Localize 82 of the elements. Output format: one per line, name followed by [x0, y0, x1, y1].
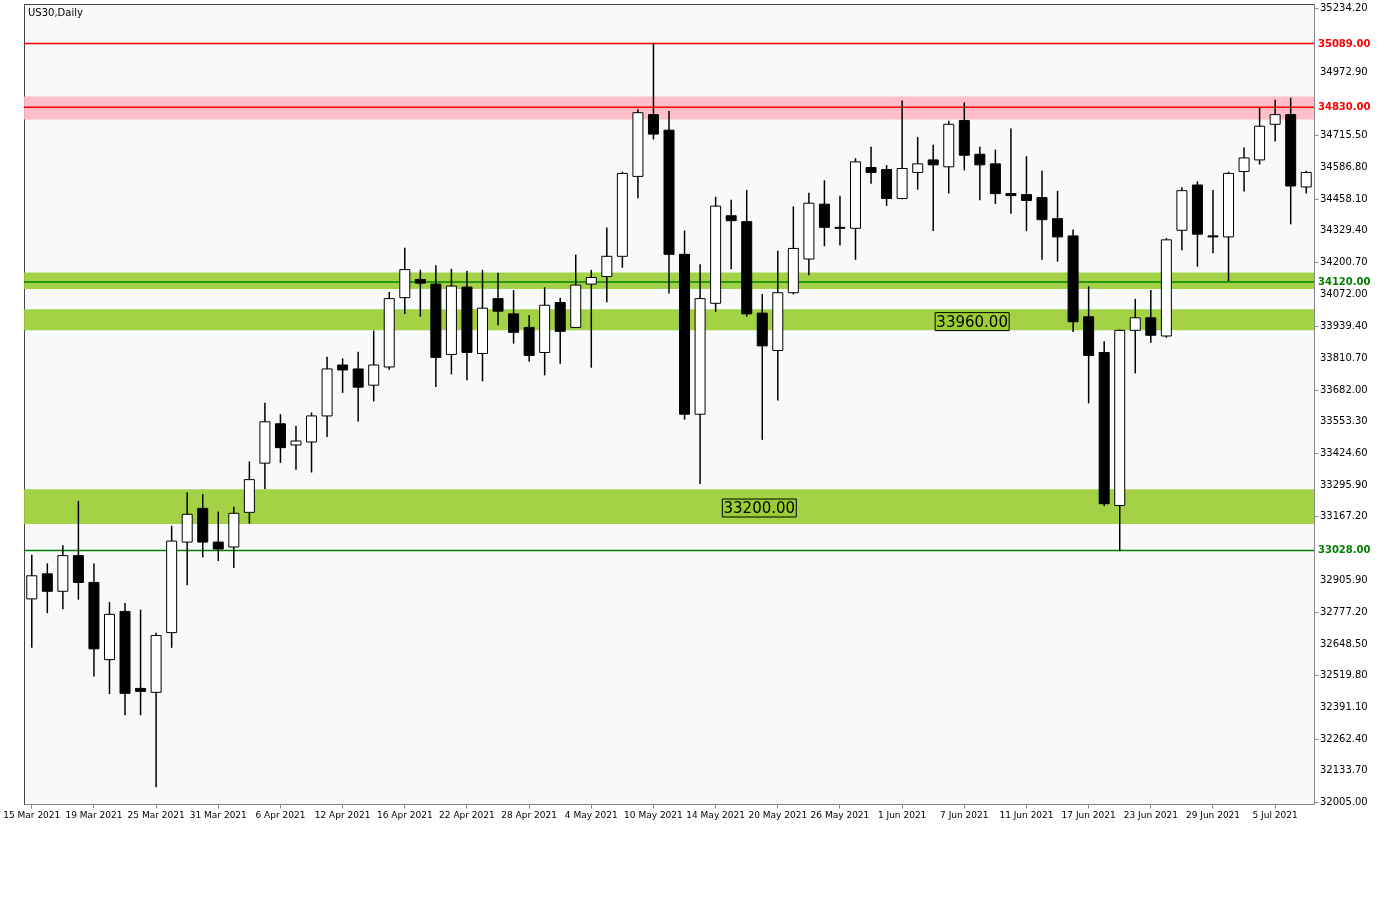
ref-line-label: 34120.00: [1318, 275, 1371, 287]
y-tick-label: 33167.20: [1320, 510, 1368, 522]
candlestick: [368, 330, 380, 402]
x-tick-label: 1 Jun 2021: [877, 809, 927, 820]
candlestick: [725, 199, 737, 270]
chart-title: US30,Daily: [28, 7, 83, 18]
candlestick: [1052, 190, 1064, 262]
ref-line-label: 34830.00: [1318, 101, 1371, 113]
candlestick: [1145, 290, 1157, 343]
candlestick: [1129, 298, 1141, 374]
y-tick-label: 35234.20: [1320, 1, 1368, 13]
x-tick-label: 22 Apr 2021: [439, 809, 495, 820]
ref-line-label: 35089.00: [1318, 37, 1371, 49]
candlestick: [1300, 170, 1312, 194]
x-tick-label: 11 Jun 2021: [999, 809, 1054, 820]
y-tick-label: 32905.90: [1320, 574, 1368, 586]
x-tick-label: 15 Mar 2021: [3, 809, 61, 820]
y-tick-label: 34329.40: [1320, 224, 1368, 236]
ref-line-label: 33028.00: [1318, 544, 1371, 556]
x-tick-label: 20 May 2021: [748, 809, 808, 820]
annotation: 33200.00: [723, 499, 796, 517]
y-tick-label: 33295.90: [1320, 478, 1368, 490]
x-tick-label: 14 May 2021: [686, 809, 745, 820]
y-tick-label: 33810.70: [1320, 351, 1368, 363]
y-tick-label: 33553.30: [1320, 415, 1368, 427]
candlestick: [585, 269, 597, 368]
candlestick: [818, 180, 830, 247]
x-tick-label: 10 May 2021: [624, 809, 683, 820]
y-tick-label: 33682.00: [1320, 383, 1368, 395]
y-tick-label: 33939.40: [1320, 320, 1368, 332]
y-tick-label: 34458.10: [1320, 192, 1368, 204]
x-tick-label: 6 Apr 2021: [255, 809, 306, 820]
y-tick-label: 34586.80: [1320, 161, 1368, 173]
candlestick: [974, 146, 986, 201]
x-tick-label: 26 May 2021: [810, 809, 870, 820]
x-tick-label: 16 Apr 2021: [376, 809, 433, 820]
candlestick: [865, 146, 877, 184]
x-tick-label: 19 Mar 2021: [65, 809, 123, 820]
candlestick: [274, 414, 286, 463]
y-tick-label: 34200.70: [1320, 256, 1368, 268]
y-tick-label: 32648.50: [1320, 637, 1368, 649]
y-tick-label: 32133.70: [1320, 764, 1368, 776]
candlestick: [647, 42, 659, 140]
candlestick: [912, 137, 924, 190]
candlestick: [927, 144, 939, 231]
y-tick-label: 32005.00: [1320, 796, 1368, 808]
x-tick-label: 4 May 2021: [564, 809, 618, 820]
annotation: 33960.00: [936, 312, 1008, 331]
x-tick-label: 25 Mar 2021: [127, 809, 185, 820]
y-tick-label: 34972.90: [1320, 66, 1368, 78]
x-tick-label: 5 Jul 2021: [1252, 809, 1298, 820]
candlestick: [352, 351, 364, 422]
candlestick: [601, 227, 613, 303]
candlestick: [508, 290, 520, 344]
candlestick: [290, 425, 302, 470]
x-tick-label: 28 Apr 2021: [501, 809, 557, 820]
y-tick-label: 34715.50: [1320, 129, 1368, 141]
candlestick: [1020, 156, 1032, 231]
y-tick-label: 32777.20: [1320, 606, 1368, 618]
y-tick-label: 32519.80: [1320, 669, 1368, 681]
candlestick: [1207, 189, 1219, 254]
x-tick-label: 12 Apr 2021: [314, 809, 371, 820]
candlestick: [414, 269, 426, 317]
y-tick-label: 32391.10: [1320, 701, 1368, 713]
y-tick-label: 33424.60: [1320, 446, 1368, 458]
candlestick: [1005, 128, 1017, 214]
y-tick-label: 32262.40: [1320, 732, 1368, 744]
x-tick-label: 29 Jun 2021: [1185, 809, 1241, 820]
candlestick: [1269, 99, 1281, 142]
candlestick: [492, 272, 504, 326]
candlestick: [41, 563, 53, 614]
candlestick: [834, 195, 846, 246]
x-tick-label: 7 Jun 2021: [940, 809, 989, 820]
x-tick-label: 17 Jun 2021: [1061, 809, 1116, 820]
x-tick-label: 23 Jun 2021: [1123, 809, 1178, 820]
candlestick: [337, 358, 349, 393]
candlestick: [1238, 147, 1250, 192]
x-tick-label: 31 Mar 2021: [189, 809, 247, 820]
candlestick: [135, 609, 147, 716]
candlestick: [1036, 170, 1048, 260]
y-tick-label: 34072.00: [1320, 287, 1368, 299]
candlestick: [212, 511, 224, 562]
